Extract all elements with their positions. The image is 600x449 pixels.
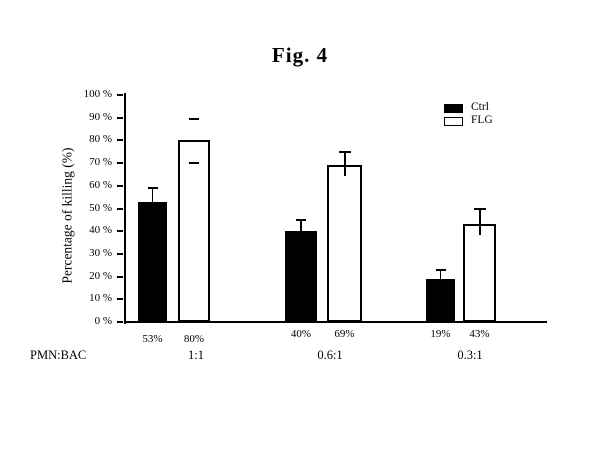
y-tick-mark (117, 230, 123, 233)
error-bar-flg-0.6:1-cap (338, 150, 351, 153)
error-bar-flg-1:1-upper-cap (189, 117, 199, 121)
bar-flg-1:1 (178, 140, 210, 322)
y-tick-label: 10 % (89, 292, 112, 305)
y-tick-label: 100 % (83, 88, 112, 100)
bar-ctrl-0.3:1 (426, 278, 455, 322)
legend-swatch-flg (444, 117, 463, 126)
bar-value-label: 43% (469, 328, 490, 340)
bar-flg-0.3:1 (463, 224, 496, 322)
y-tick-mark (117, 116, 123, 119)
y-tick-label: 70 % (89, 156, 112, 169)
y-tick-label: 60 % (89, 178, 112, 191)
error-bar-flg-0.3:1-line (478, 208, 481, 236)
y-tick-label: 90 % (89, 110, 112, 123)
bar-value-label: 19% (430, 328, 451, 340)
x-axis-row-label: PMN:BAC (30, 348, 87, 362)
error-bar-ctrl-0.3:1-cap (435, 268, 446, 271)
y-tick-mark (117, 252, 123, 255)
error-bar-ctrl-0.6:1-line (300, 219, 302, 232)
category-label-0.6:1: 0.6:1 (317, 348, 343, 362)
y-tick-mark (117, 139, 123, 142)
bar-flg-0.6:1 (327, 165, 362, 322)
bar-value-label: 40% (290, 328, 312, 340)
error-bar-ctrl-1:1-cap (147, 187, 158, 190)
x-axis-line (124, 321, 547, 323)
figure-title: Fig. 4 (271, 43, 329, 67)
bar-value-label: 69% (334, 328, 355, 340)
error-bar-flg-0.6:1-line (343, 151, 346, 177)
error-bar-flg-1:1-lower-cap (189, 161, 199, 165)
bar-ctrl-0.6:1 (285, 231, 317, 322)
bar-value-label: 80% (183, 333, 205, 345)
error-bar-ctrl-0.6:1-cap (296, 218, 306, 221)
error-bar-flg-0.3:1-cap (473, 207, 486, 210)
category-label-1:1: 1:1 (188, 348, 204, 362)
legend-label-ctrl: Ctrl (471, 101, 489, 113)
bar-ctrl-1:1 (138, 201, 167, 322)
y-tick-label: 20 % (89, 269, 112, 282)
y-tick-mark (117, 94, 123, 96)
y-tick-mark (117, 321, 123, 323)
legend-swatch-ctrl (444, 104, 463, 113)
y-tick-mark (117, 162, 123, 165)
y-tick-label: 40 % (89, 224, 112, 237)
y-tick-label: 0 % (94, 315, 112, 327)
error-bar-ctrl-0.3:1-line (439, 269, 441, 279)
y-tick-label: 30 % (89, 246, 112, 259)
error-bar-ctrl-1:1-line (151, 188, 153, 202)
category-label-0.3:1: 0.3:1 (457, 348, 483, 362)
y-tick-mark (117, 184, 123, 187)
y-tick-mark (117, 275, 123, 278)
y-tick-label: 80 % (89, 133, 112, 146)
y-axis-line (124, 93, 126, 324)
bar-value-label: 53% (142, 333, 163, 345)
y-tick-mark (117, 207, 123, 210)
y-tick-mark (117, 298, 123, 301)
y-tick-label: 50 % (89, 201, 112, 214)
y-axis-title: Percentage of killing (%) (59, 147, 75, 284)
legend-label-flg: FLG (471, 114, 493, 126)
